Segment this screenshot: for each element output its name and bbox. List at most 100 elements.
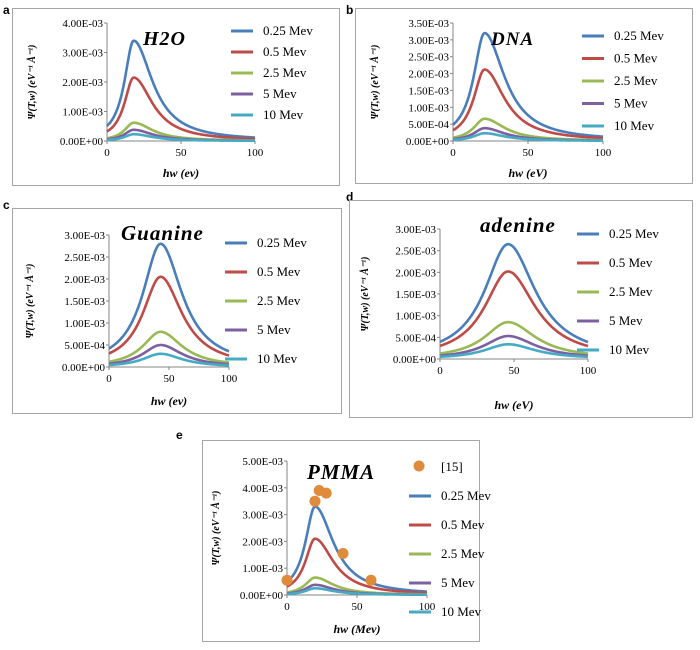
chart-panel-h2o: 0.00E+00 1.00E-03 2.00E-03 3.00E-03 4.00E-03… [12, 8, 340, 186]
x-tick-label: 100 [595, 147, 612, 159]
x-axis-label: hw (eV) [509, 166, 548, 180]
chart-title: adenine [480, 213, 556, 237]
legend-label-0-25-mev: 0.25 Mev [263, 23, 313, 38]
x-axis-label: hw (ev) [163, 166, 199, 180]
legend-label-2-5-mev: 2.5 Mev [441, 546, 485, 561]
legend-label-0-5-mev: 0.5 Mev [263, 44, 307, 59]
series-line-10-mev [439, 343, 589, 359]
y-tick-label: 4.00E-03 [242, 483, 283, 495]
y-tick-label: 1.50E-03 [395, 289, 436, 301]
legend-label-5-mev: 5 Mev [441, 575, 475, 590]
y-tick-label: 0.00E+00 [393, 354, 437, 366]
x-tick-label: 0 [106, 373, 112, 385]
legend-label-10-mev: 10 Mev [609, 342, 650, 357]
legend-marker-reference [413, 460, 425, 472]
x-tick-label: 0 [104, 147, 110, 159]
y-tick-label: 3.00E-03 [62, 48, 103, 60]
series-line-2-5-mev [439, 320, 589, 355]
legend-label-10-mev: 10 Mev [257, 351, 298, 366]
series-line-0-5-mev [286, 537, 428, 595]
chart-panel-pmma: 0.00E+00 1.00E-03 2.00E-03 3.00E-03 4.00E-03… [202, 440, 491, 642]
y-tick-label: 1.50E-03 [408, 85, 449, 97]
y-tick-label: 3.00E-03 [242, 510, 283, 522]
legend-label-0-5-mev: 0.5 Mev [609, 255, 653, 270]
x-tick-label: 100 [580, 365, 597, 377]
chart-panel-adenine: 0.00E+00 5.00E-04 1.00E-03 1.50E-03 2.00E-03… [349, 200, 693, 418]
legend-label-2-5-mev: 2.5 Mev [263, 65, 307, 80]
y-tick-label: 3.50E-03 [408, 18, 449, 30]
y-tick-label: 1.00E-03 [242, 563, 283, 575]
x-tick-label: 50 [523, 147, 535, 159]
y-tick-label: 5.00E-04 [408, 119, 449, 131]
legend-label-0-5-mev: 0.5 Mev [441, 517, 485, 532]
chart-svg-guanine: 0.00E+00 5.00E-04 1.00E-03 1.50E-03 2.00E-03… [24, 221, 307, 408]
reference-point [281, 574, 293, 586]
x-tick-label: 100 [247, 147, 264, 159]
legend-label-0-25-mev: 0.25 Mev [257, 235, 307, 250]
y-axis-label: Ψ(T,w) (eV⁻¹ Å⁻¹) [210, 490, 222, 565]
legend-label-5-mev: 5 Mev [614, 96, 648, 111]
reference-point [337, 547, 349, 559]
y-tick-label: 1.00E-03 [408, 102, 449, 114]
chart-panel-dna: 0.00E+00 5.00E-04 1.00E-03 1.50E-03 2.00E-03… [355, 8, 693, 184]
series-line-0-25-mev [286, 505, 428, 593]
chart-title: Guanine [121, 221, 204, 245]
x-tick-label: 0 [437, 365, 443, 377]
legend-label-10-mev: 10 Mev [441, 604, 482, 619]
x-tick-label: 50 [164, 373, 176, 385]
reference-point [365, 574, 377, 586]
legend-label-5-mev: 5 Mev [609, 313, 643, 328]
reference-point [320, 487, 332, 499]
y-tick-label: 2.00E-03 [395, 267, 436, 279]
series-line-0-25-mev [439, 242, 589, 344]
legend-label-2-5-mev: 2.5 Mev [257, 293, 301, 308]
series-line-0-5-mev [108, 275, 230, 357]
legend-label-2-5-mev: 2.5 Mev [614, 73, 658, 88]
y-tick-label: 2.00E-03 [62, 77, 103, 89]
series-line-0-5-mev [106, 76, 256, 141]
legend-label-10-mev: 10 Mev [263, 107, 304, 122]
y-tick-label: 2.50E-03 [395, 246, 436, 258]
y-tick-label: 4.00E-03 [62, 18, 103, 30]
x-tick-label: 100 [419, 601, 436, 613]
legend-label-0-5-mev: 0.5 Mev [614, 51, 658, 66]
y-tick-label: 2.00E-03 [64, 274, 105, 286]
legend-label-0-25-mev: 0.25 Mev [441, 488, 491, 503]
y-tick-label: 2.50E-03 [64, 252, 105, 264]
y-tick-label: 0.00E+00 [62, 362, 106, 374]
series-line-0-25-mev [108, 242, 230, 353]
x-axis-label: hw (eV) [495, 398, 534, 412]
legend-label-5-mev: 5 Mev [263, 86, 297, 101]
series-line-10-mev [108, 352, 230, 367]
y-axis-label: Ψ(T,w) (eV⁻¹ Å⁻¹) [359, 256, 371, 331]
panel-letter-c: c [3, 198, 10, 212]
series-line-10-mev [106, 132, 256, 143]
y-tick-label: 0.00E+00 [60, 136, 104, 148]
series-line-5-mev [108, 343, 230, 366]
y-tick-label: 1.00E-03 [64, 318, 105, 330]
panel-letter-b: b [346, 3, 354, 17]
y-tick-label: 2.50E-03 [408, 52, 449, 64]
panel-letter-d: d [346, 190, 354, 204]
chart-title: PMMA [306, 460, 375, 484]
x-tick-label: 50 [352, 601, 364, 613]
y-tick-label: 0.00E+00 [240, 590, 284, 602]
y-tick-label: 3.00E-03 [64, 230, 105, 242]
series-line-10-mev [452, 131, 604, 142]
legend-label-reference: [15] [441, 459, 463, 474]
y-tick-label: 1.50E-03 [64, 296, 105, 308]
series-line-0-5-mev [452, 68, 604, 140]
y-tick-label: 1.00E-03 [62, 107, 103, 119]
x-tick-label: 50 [176, 147, 188, 159]
chart-svg-adenine: 0.00E+00 5.00E-04 1.00E-03 1.50E-03 2.00E-03… [359, 213, 659, 412]
chart-title: DNA [490, 29, 534, 50]
y-axis-label: Ψ(T,w) (eV⁻¹ Å⁻¹) [26, 44, 38, 119]
y-tick-label: 3.00E-03 [408, 35, 449, 47]
panel-letter-e: e [176, 428, 183, 442]
chart-svg-h2o: 0.00E+00 1.00E-03 2.00E-03 3.00E-03 4.00E-03… [26, 18, 313, 180]
series-line-0-25-mev [452, 31, 604, 138]
legend-label-0-5-mev: 0.5 Mev [257, 264, 301, 279]
chart-svg-pmma: 0.00E+00 1.00E-03 2.00E-03 3.00E-03 4.00E-03… [210, 456, 491, 636]
x-axis-label: hw (ev) [151, 394, 187, 408]
x-axis-label: hw (Mev) [334, 622, 381, 636]
